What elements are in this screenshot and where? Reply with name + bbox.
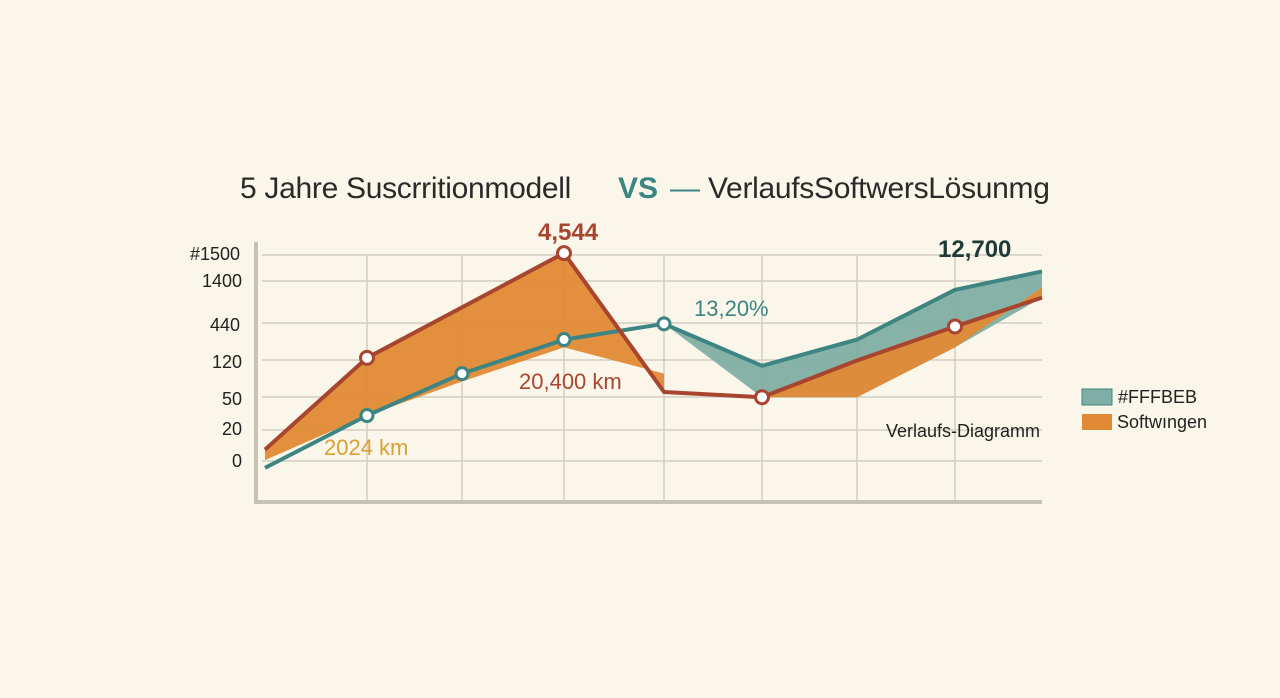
legend-swatch-orange: [1082, 414, 1112, 430]
y-tick-label: 120: [212, 352, 242, 372]
annotation-percent: 13,20%: [694, 296, 769, 321]
y-tick-label: 1400: [202, 271, 242, 291]
title-vs: VS: [618, 172, 658, 205]
y-tick-label: 0: [232, 451, 242, 471]
point-series-2: [754, 389, 770, 406]
legend-label-series-2: Softwıngen: [1117, 412, 1207, 432]
point-series-1: [454, 366, 470, 382]
area-series-2: [265, 253, 664, 461]
line-series-2: [263, 251, 1043, 452]
annotations: 4,544 12,700 13,20% 20,400 km 2024 km Ve…: [324, 219, 1040, 460]
point-series-2: [947, 318, 963, 335]
annotation-km: 2024 km: [324, 435, 408, 460]
point-series-1: [359, 408, 375, 424]
point-series-1: [556, 332, 572, 348]
y-axis-tick-labels: #1500 1400 440 120 50 20 0: [190, 244, 242, 471]
y-tick-label: 50: [222, 389, 242, 409]
chart-title: 5 Jahre Suscrritionmodell VS — VerlaufsS…: [240, 172, 1050, 205]
plot-area: [263, 245, 1043, 470]
annotation-distance: 20,400 km: [519, 369, 622, 394]
point-series-1: [656, 316, 672, 332]
legend-label-series-1: #FFFBEB: [1118, 387, 1197, 407]
annotation-diagram-label: Verlaufs-Diagramm: [886, 421, 1040, 441]
title-right: VerlaufsSoftwersLösunmg: [708, 172, 1050, 205]
y-tick-label: #1500: [190, 244, 240, 264]
y-tick-label: 440: [210, 315, 240, 335]
legend-swatch-teal: [1081, 388, 1113, 406]
annotation-end-value: 12,700: [938, 236, 1011, 263]
point-series-2: [359, 349, 375, 366]
annotation-peak-value: 4,544: [538, 219, 599, 246]
point-series-2: [556, 245, 572, 262]
title-dash: —: [670, 172, 700, 205]
legend: #FFFBEB Softwıngen: [1081, 387, 1207, 432]
area-series-2-right: [664, 287, 1042, 398]
title-left: 5 Jahre Suscrritionmodell: [240, 172, 571, 205]
y-tick-label: 20: [222, 419, 242, 439]
